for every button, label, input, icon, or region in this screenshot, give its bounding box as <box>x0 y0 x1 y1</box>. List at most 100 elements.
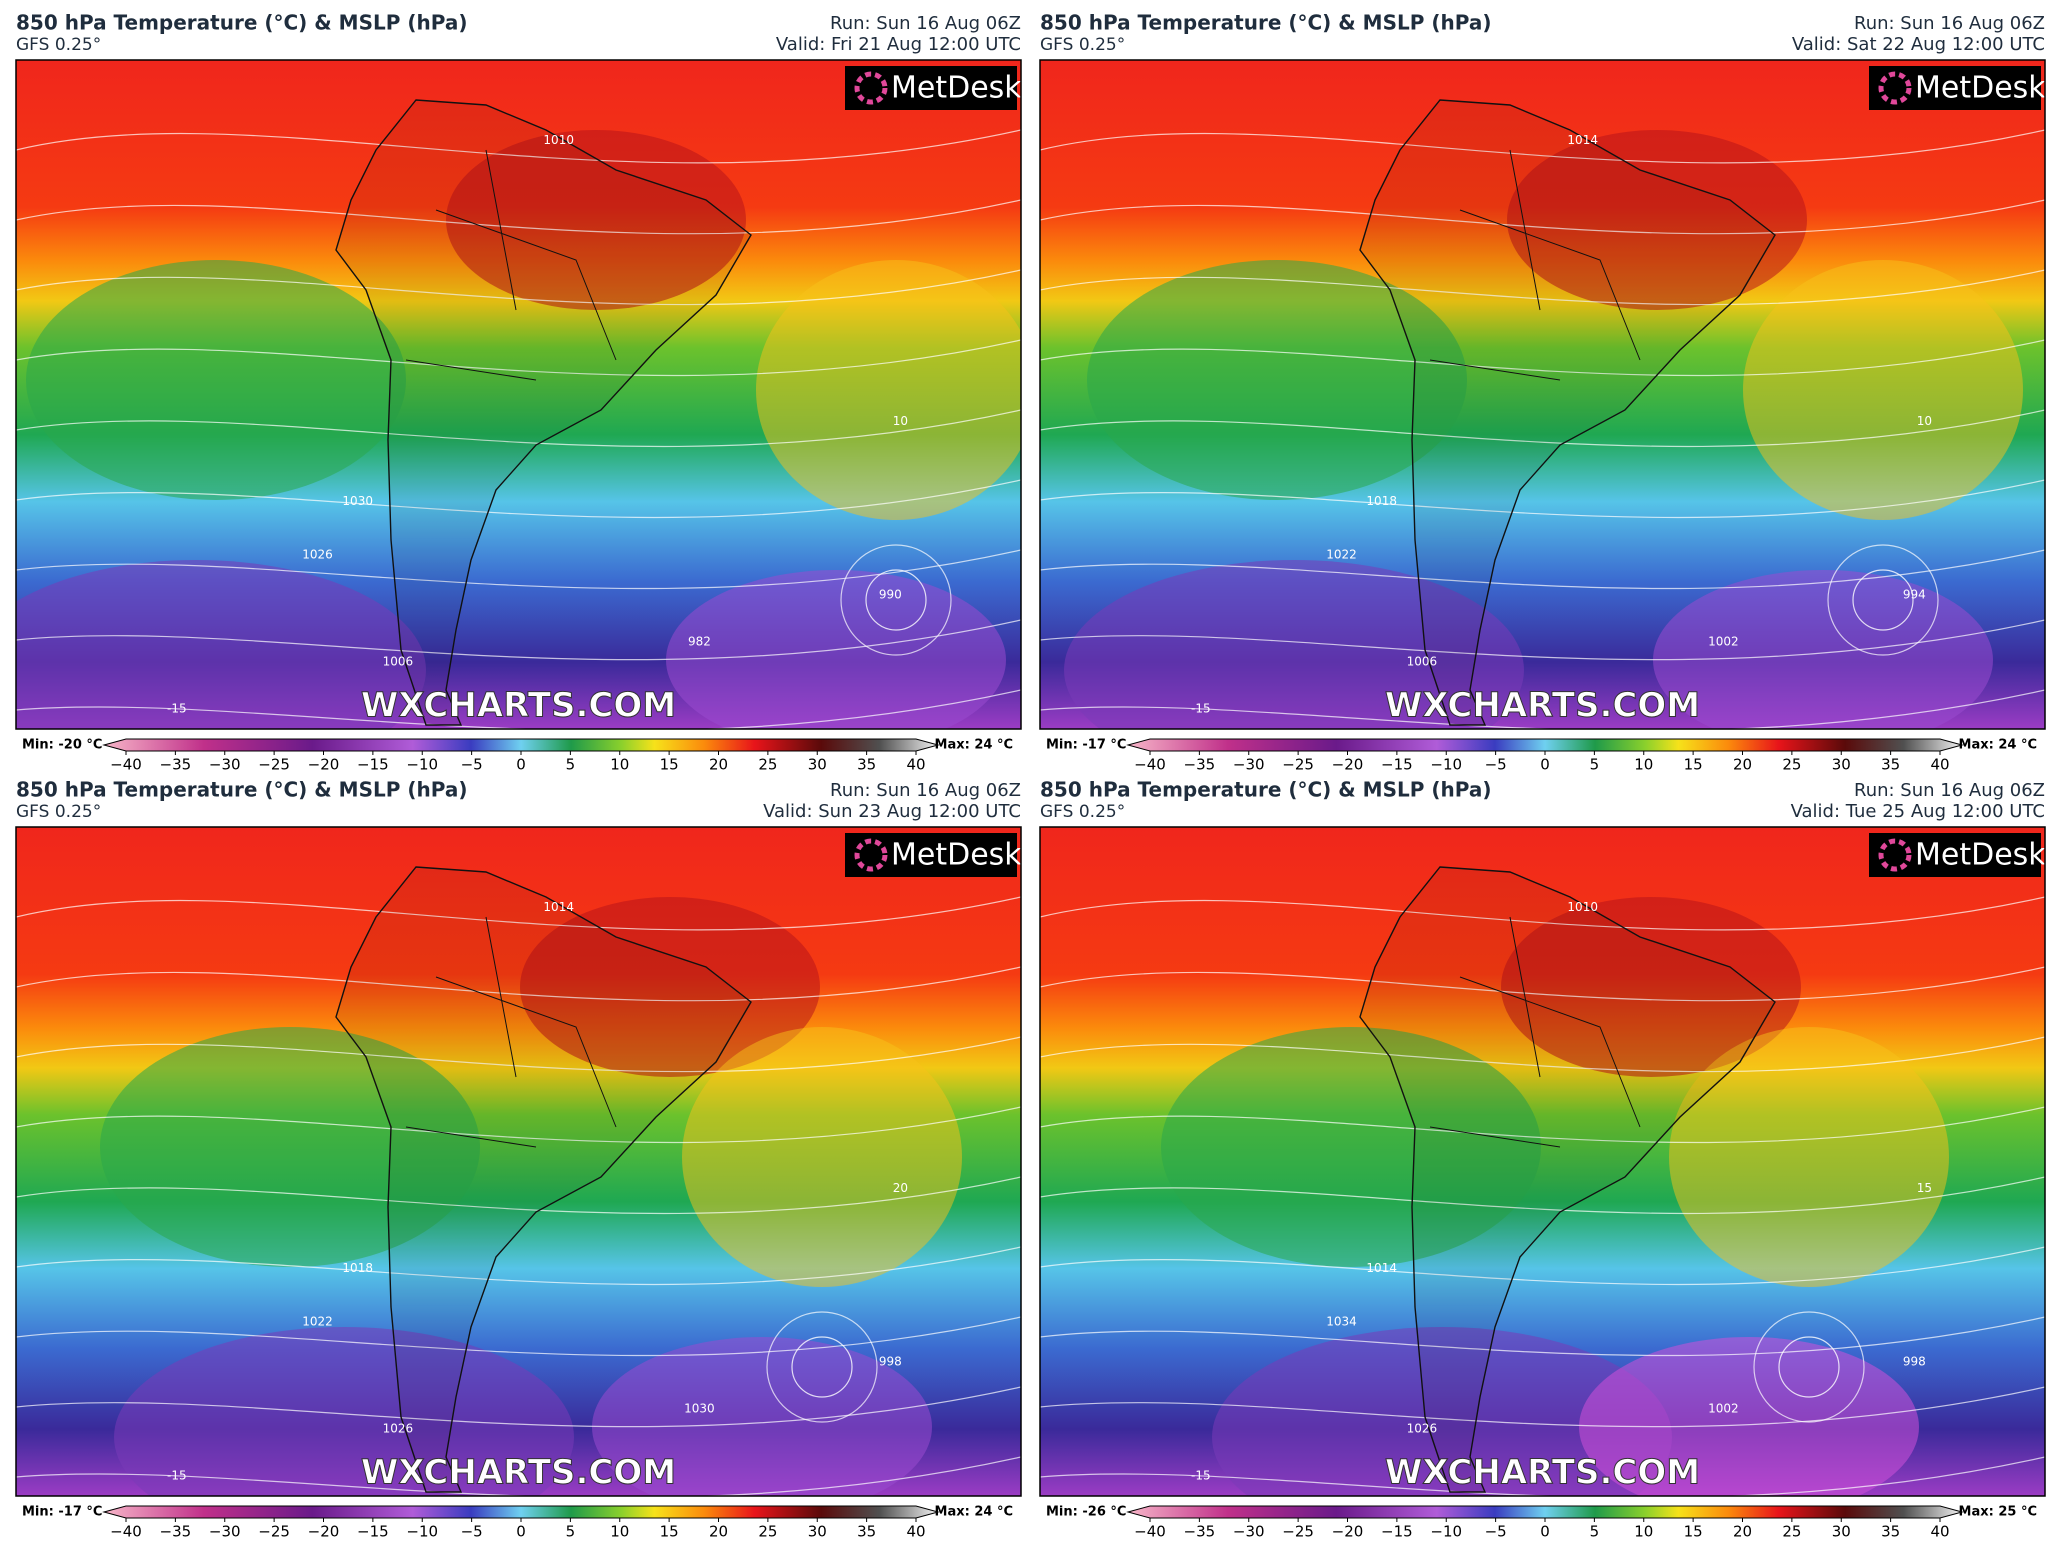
max-label: Max: 24 °C <box>935 738 1013 753</box>
colorbar-tick-label: 5 <box>1590 756 1600 774</box>
colorbar-tick-label: −40 <box>1134 756 1166 774</box>
colorbar-tick-label: 40 <box>1930 756 1949 774</box>
min-label: Min: -20 °C <box>22 738 102 753</box>
isobar <box>1040 129 2045 164</box>
colorbar <box>102 1505 940 1519</box>
contour-label: 1014 <box>1567 133 1598 147</box>
isobar <box>1040 479 2045 519</box>
colorbar-tick-label: 15 <box>1684 756 1703 774</box>
colorbar-tick-label: −5 <box>1485 756 1507 774</box>
contour-label: 982 <box>688 635 711 649</box>
isobar <box>1040 689 2045 729</box>
map-frame <box>15 826 1022 1497</box>
colorbar-tick-label: −10 <box>406 756 438 774</box>
cold-pool <box>16 560 426 729</box>
colorbar-tick-label: 10 <box>610 756 629 774</box>
logo-mark <box>1878 838 1912 872</box>
low-center <box>766 1311 878 1423</box>
colorbar-tick-label: −10 <box>406 1523 438 1541</box>
colorbar-tick-label: −30 <box>1233 1523 1265 1541</box>
colorbar-tick-label: 35 <box>1881 1523 1900 1541</box>
colorbar-tick-label: −15 <box>1381 756 1413 774</box>
land-outline <box>335 866 752 1493</box>
colorbar-tick-label: −40 <box>1134 1523 1166 1541</box>
logo-text: MetDesk <box>891 838 1022 873</box>
colorbar-tick-label: −40 <box>110 1523 142 1541</box>
contour-label: 1030 <box>342 494 373 508</box>
colorbar-tick-label: 35 <box>857 1523 876 1541</box>
colorbar-tick-label: 5 <box>1590 1523 1600 1541</box>
contour-label: 1018 <box>1366 494 1397 508</box>
contour-label: 998 <box>879 1355 902 1369</box>
watermark: WXCHARTS.COM <box>361 1453 676 1493</box>
green-tongue <box>1087 260 1467 500</box>
cold-pool <box>1579 1337 1919 1496</box>
isobar <box>1040 269 2045 306</box>
logo-text: MetDesk <box>891 71 1022 106</box>
map-frame <box>15 59 1022 730</box>
contour-label: 1014 <box>543 900 574 914</box>
green-tongue <box>100 1027 480 1267</box>
isobar <box>16 479 1021 519</box>
land-outline <box>1359 866 1776 1493</box>
isobar <box>16 689 1021 729</box>
colorbar-tick-label: 15 <box>660 756 679 774</box>
colorbar <box>1126 1505 1964 1519</box>
isobar <box>16 1456 1021 1496</box>
colorbar-tick-label: 0 <box>516 1523 526 1541</box>
run-label: Run: Sun 16 Aug 06Z <box>1854 780 2045 801</box>
panel-title: 850 hPa Temperature (°C) & MSLP (hPa) <box>16 778 467 802</box>
colorbar-tick-label: 10 <box>610 1523 629 1541</box>
contour-label: 1026 <box>383 1422 414 1436</box>
colorbar-tick-label: −10 <box>1430 756 1462 774</box>
isobar <box>1040 339 2045 377</box>
colorbar-tick-label: 10 <box>1634 1523 1653 1541</box>
isobar <box>16 1036 1021 1073</box>
model-label: GFS 0.25° <box>1040 802 1125 822</box>
isobar <box>16 129 1021 164</box>
colorbar-tick-label: 25 <box>758 1523 777 1541</box>
map: 1010 1014 1034 1026 998 1002 15 -15 MetDesk WXCHA… <box>1040 827 2046 1496</box>
isobar <box>16 269 1021 306</box>
logo-text: MetDesk <box>1915 838 2046 873</box>
panel: 850 hPa Temperature (°C) & MSLP (hPa)GFS… <box>15 11 1022 774</box>
contour-label: 998 <box>1903 1355 1926 1369</box>
colorbar-tick-label: 35 <box>1881 756 1900 774</box>
min-label: Min: -17 °C <box>22 1505 102 1520</box>
colorbar-tick-label: 5 <box>566 1523 576 1541</box>
country-borders <box>405 149 617 381</box>
isobar <box>16 1246 1021 1286</box>
colorbar-tick-label: −25 <box>1282 1523 1314 1541</box>
map-frame <box>1039 59 2046 730</box>
colorbar-tick-label: −5 <box>1485 1523 1507 1541</box>
model-label: GFS 0.25° <box>16 35 101 55</box>
colorbar-tick-label: 5 <box>566 756 576 774</box>
colorbar-tick-label: 25 <box>758 756 777 774</box>
contour-label: -15 <box>167 1468 187 1482</box>
map: 1010 1030 1026 1006 990 982 10 -15 MetDesk WXCHAR… <box>16 60 1022 729</box>
isobar <box>16 409 1021 448</box>
warm-tongue <box>682 1027 962 1287</box>
colorbar-tick-label: −25 <box>258 1523 290 1541</box>
run-label: Run: Sun 16 Aug 06Z <box>1854 13 2045 34</box>
isobar <box>1040 896 2045 931</box>
contour-label: 1014 <box>1366 1261 1397 1275</box>
contour-label: -15 <box>167 701 187 715</box>
colorbar-tick-label: −30 <box>1233 756 1265 774</box>
colorbar-tick-label: −15 <box>1381 1523 1413 1541</box>
cold-pool <box>592 1337 932 1496</box>
green-tongue <box>26 260 406 500</box>
warm-tongue <box>1743 260 2023 520</box>
contour-label: 15 <box>1917 1181 1932 1195</box>
valid-label: Valid: Sun 23 Aug 12:00 UTC <box>763 801 1021 822</box>
colorbar-tick-label: 30 <box>808 1523 827 1541</box>
isobar <box>1040 619 2045 661</box>
colorbar-tick-label: −20 <box>1332 1523 1364 1541</box>
contour-label: 1030 <box>684 1402 715 1416</box>
contour-label: 10 <box>893 414 908 428</box>
isobar <box>16 1106 1021 1144</box>
warm-core <box>1507 130 1807 310</box>
colorbar-tick-label: −25 <box>258 756 290 774</box>
colorbar-tick-label: 30 <box>1832 756 1851 774</box>
